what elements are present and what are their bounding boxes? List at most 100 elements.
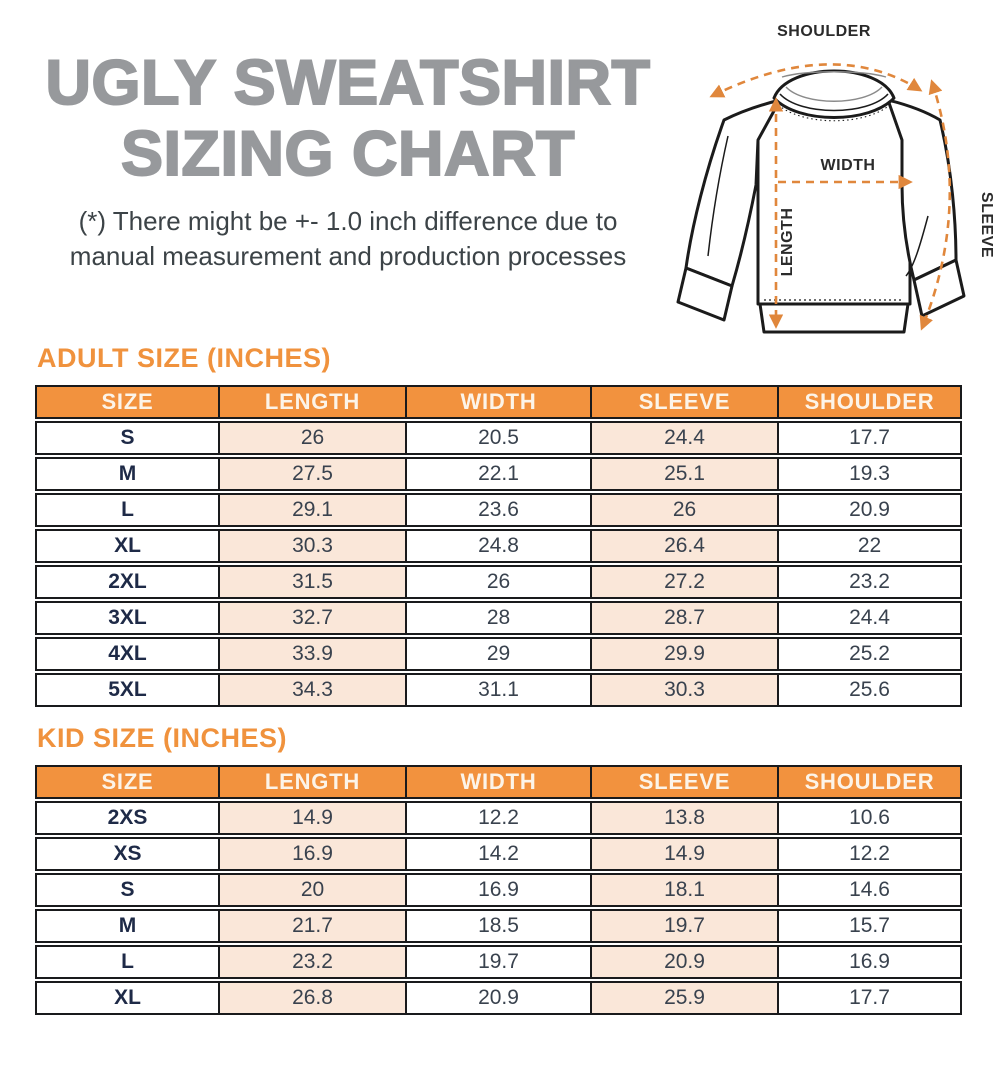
column-header-size: SIZE bbox=[35, 385, 218, 419]
adult-table-title: ADULT SIZE (INCHES) bbox=[37, 343, 331, 373]
cell-shoulder: 14.6 bbox=[777, 873, 962, 907]
diagram-sleeve-label: SLEEVE bbox=[978, 192, 995, 258]
table-row: 2XS 14.9 12.2 13.8 10.6 bbox=[35, 801, 962, 835]
cell-length: 20 bbox=[218, 873, 405, 907]
cell-shoulder: 17.7 bbox=[777, 421, 962, 455]
cell-shoulder: 25.6 bbox=[777, 673, 962, 707]
cell-shoulder: 16.9 bbox=[777, 945, 962, 979]
cell-size: S bbox=[35, 421, 218, 455]
cell-sleeve: 14.9 bbox=[590, 837, 777, 871]
column-header-shoulder: SHOULDER bbox=[777, 765, 962, 799]
cell-width: 26 bbox=[405, 565, 590, 599]
cell-size: XL bbox=[35, 981, 218, 1015]
cell-shoulder: 17.7 bbox=[777, 981, 962, 1015]
cell-length: 33.9 bbox=[218, 637, 405, 671]
cell-width: 31.1 bbox=[405, 673, 590, 707]
cell-size: L bbox=[35, 945, 218, 979]
cell-size: 5XL bbox=[35, 673, 218, 707]
diagram-shoulder-label: SHOULDER bbox=[777, 23, 871, 40]
cell-size: 2XS bbox=[35, 801, 218, 835]
cell-sleeve: 29.9 bbox=[590, 637, 777, 671]
adult-size-table: SIZE LENGTH WIDTH SLEEVE SHOULDER S 26 2… bbox=[35, 383, 962, 709]
disclaimer-line2: manual measurement and production proces… bbox=[69, 241, 627, 272]
cell-sleeve: 20.9 bbox=[590, 945, 777, 979]
column-header-length: LENGTH bbox=[218, 765, 405, 799]
cell-width: 12.2 bbox=[405, 801, 590, 835]
table-row: L 29.1 23.6 26 20.9 bbox=[35, 493, 962, 527]
cell-width: 18.5 bbox=[405, 909, 590, 943]
cell-size: 3XL bbox=[35, 601, 218, 635]
column-header-length: LENGTH bbox=[218, 385, 405, 419]
cell-width: 20.5 bbox=[405, 421, 590, 455]
cell-width: 28 bbox=[405, 601, 590, 635]
page-title-line1: UGLY SWEATSHIRT bbox=[45, 47, 651, 119]
table-row: 2XL 31.5 26 27.2 23.2 bbox=[35, 565, 962, 599]
cell-length: 26.8 bbox=[218, 981, 405, 1015]
cell-width: 24.8 bbox=[405, 529, 590, 563]
table-row: L 23.2 19.7 20.9 16.9 bbox=[35, 945, 962, 979]
cell-length: 29.1 bbox=[218, 493, 405, 527]
cell-length: 16.9 bbox=[218, 837, 405, 871]
cell-length: 32.7 bbox=[218, 601, 405, 635]
cell-sleeve: 28.7 bbox=[590, 601, 777, 635]
diagram-length-label: LENGTH bbox=[779, 208, 796, 277]
kid-size-table: SIZE LENGTH WIDTH SLEEVE SHOULDER 2XS 14… bbox=[35, 763, 962, 1017]
column-header-sleeve: SLEEVE bbox=[590, 765, 777, 799]
cell-width: 14.2 bbox=[405, 837, 590, 871]
cell-width: 16.9 bbox=[405, 873, 590, 907]
table-row: M 21.7 18.5 19.7 15.7 bbox=[35, 909, 962, 943]
cell-width: 20.9 bbox=[405, 981, 590, 1015]
header: UGLY SWEATSHIRT SIZING CHART (*) There m… bbox=[12, 47, 684, 275]
column-header-sleeve: SLEEVE bbox=[590, 385, 777, 419]
shoulder-measure-arrow bbox=[709, 63, 923, 98]
cell-shoulder: 23.2 bbox=[777, 565, 962, 599]
cell-size: S bbox=[35, 873, 218, 907]
cell-length: 14.9 bbox=[218, 801, 405, 835]
kid-size-section: KID SIZE (INCHES) SIZE LENGTH WIDTH SLEE… bbox=[35, 723, 963, 1017]
header-row: SIZE LENGTH WIDTH SLEEVE SHOULDER bbox=[35, 765, 962, 799]
column-header-shoulder: SHOULDER bbox=[777, 385, 962, 419]
cell-sleeve: 19.7 bbox=[590, 909, 777, 943]
cell-shoulder: 25.2 bbox=[777, 637, 962, 671]
cell-shoulder: 10.6 bbox=[777, 801, 962, 835]
cell-size: XS bbox=[35, 837, 218, 871]
page-title-line2: SIZING CHART bbox=[120, 118, 575, 190]
cell-size: M bbox=[35, 909, 218, 943]
table-row: 5XL 34.3 31.1 30.3 25.6 bbox=[35, 673, 962, 707]
collar-rib-line bbox=[779, 93, 889, 112]
table-row: XL 30.3 24.8 26.4 22 bbox=[35, 529, 962, 563]
table-row: 3XL 32.7 28 28.7 24.4 bbox=[35, 601, 962, 635]
diagram-width-label: WIDTH bbox=[821, 157, 876, 174]
cell-length: 26 bbox=[218, 421, 405, 455]
cell-sleeve: 13.8 bbox=[590, 801, 777, 835]
cell-size: L bbox=[35, 493, 218, 527]
sweatshirt-left-cuff bbox=[676, 266, 734, 322]
cell-length: 34.3 bbox=[218, 673, 405, 707]
cell-size: 2XL bbox=[35, 565, 218, 599]
header-row: SIZE LENGTH WIDTH SLEEVE SHOULDER bbox=[35, 385, 962, 419]
table-row: M 27.5 22.1 25.1 19.3 bbox=[35, 457, 962, 491]
cell-sleeve: 24.4 bbox=[590, 421, 777, 455]
cell-sleeve: 18.1 bbox=[590, 873, 777, 907]
kid-table-title: KID SIZE (INCHES) bbox=[37, 723, 288, 753]
cell-width: 19.7 bbox=[405, 945, 590, 979]
cell-width: 23.6 bbox=[405, 493, 590, 527]
sleeve-measure-arrow bbox=[919, 79, 952, 331]
cell-sleeve: 26.4 bbox=[590, 529, 777, 563]
cell-length: 21.7 bbox=[218, 909, 405, 943]
left-sleeve-crease bbox=[707, 135, 729, 257]
sweatshirt-hem bbox=[758, 302, 910, 334]
column-header-width: WIDTH bbox=[405, 765, 590, 799]
cell-size: XL bbox=[35, 529, 218, 563]
disclaimer: (*) There might be +- 1.0 inch differenc… bbox=[12, 204, 684, 274]
cell-width: 22.1 bbox=[405, 457, 590, 491]
cell-sleeve: 27.2 bbox=[590, 565, 777, 599]
adult-size-section: ADULT SIZE (INCHES) SIZE LENGTH WIDTH SL… bbox=[35, 343, 963, 709]
cell-size: 4XL bbox=[35, 637, 218, 671]
column-header-width: WIDTH bbox=[405, 385, 590, 419]
table-row: XS 16.9 14.2 14.9 12.2 bbox=[35, 837, 962, 871]
cell-length: 30.3 bbox=[218, 529, 405, 563]
cell-size: M bbox=[35, 457, 218, 491]
cell-sleeve: 25.1 bbox=[590, 457, 777, 491]
